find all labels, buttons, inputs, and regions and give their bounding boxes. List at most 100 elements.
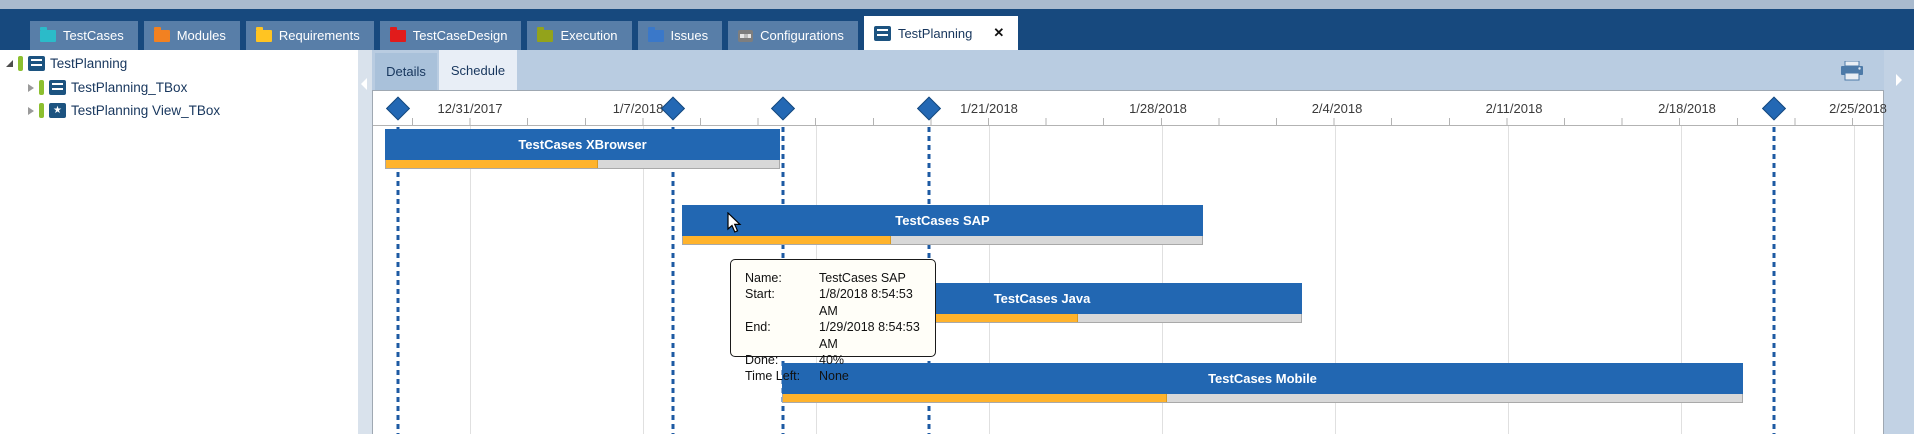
progress-track bbox=[385, 160, 780, 169]
tab-execution[interactable]: Execution bbox=[527, 21, 632, 50]
tab-modules[interactable]: Modules bbox=[143, 21, 240, 50]
tab-label: Configurations bbox=[760, 28, 844, 43]
timeline-date: 2/25/2018 bbox=[1829, 101, 1887, 116]
timeline-date: 1/21/2018 bbox=[960, 101, 1018, 116]
print-icon[interactable] bbox=[1840, 61, 1864, 81]
tab-label: TestCaseDesign bbox=[412, 28, 508, 43]
week-gridline bbox=[1508, 125, 1509, 434]
window-top-strip bbox=[0, 0, 1914, 9]
star-icon: ★ bbox=[49, 103, 66, 118]
tooltip-value: TestCases SAP bbox=[819, 271, 906, 285]
week-gridline bbox=[989, 125, 990, 434]
timeline-date: 12/31/2017 bbox=[437, 101, 503, 116]
progress-fill bbox=[386, 160, 599, 168]
tab-details[interactable]: Details bbox=[375, 53, 437, 90]
milestone-diamond[interactable] bbox=[385, 96, 411, 121]
task-tooltip: Name: TestCases SAP Start: 1/8/2018 8:54… bbox=[730, 259, 936, 383]
milestone-dotted-line bbox=[396, 127, 400, 434]
workspace-tab-bar: TestCases Modules Requirements TestCaseD… bbox=[0, 9, 1914, 50]
tooltip-label: Start: bbox=[745, 287, 775, 302]
close-tab-icon[interactable]: ✕ bbox=[993, 25, 1005, 40]
collapse-right-icon[interactable] bbox=[1896, 74, 1902, 86]
milestone-diamond[interactable] bbox=[770, 96, 796, 121]
tree-item-label: TestPlanning_TBox bbox=[71, 80, 188, 95]
week-gridline bbox=[1681, 125, 1682, 434]
folder-icon-testcasedesign bbox=[389, 26, 406, 42]
tab-label: TestCases bbox=[63, 28, 124, 43]
gantt-bar-label: TestCases XBrowser bbox=[518, 137, 647, 152]
tab-label: TestPlanning bbox=[897, 25, 973, 41]
tooltip-value: None bbox=[819, 369, 849, 384]
gantt-bar-testcases-xbrowser[interactable]: TestCases XBrowser bbox=[385, 129, 780, 160]
timeline-ruler bbox=[373, 125, 1883, 126]
gantt-bar-testcases-sap[interactable]: TestCases SAP bbox=[682, 205, 1203, 236]
milestone-diamond[interactable] bbox=[660, 96, 686, 121]
folder-icon-testcases bbox=[40, 26, 56, 42]
gantt-bar-label: TestCases SAP bbox=[895, 213, 990, 228]
tab-configurations[interactable]: Configurations bbox=[728, 21, 858, 50]
expander-closed-icon[interactable] bbox=[28, 106, 34, 115]
timeline-date: 2/18/2018 bbox=[1658, 101, 1716, 116]
tab-requirements[interactable]: Requirements bbox=[245, 21, 374, 50]
gantt-bar-label: TestCases Java bbox=[993, 291, 1091, 306]
folder-icon-requirements bbox=[255, 26, 272, 42]
tree-item-label: TestPlanning bbox=[50, 56, 128, 71]
tab-testplanning[interactable]: TestPlanning ✕ bbox=[863, 16, 1019, 50]
folder-icon-modules bbox=[153, 26, 170, 42]
progress-track bbox=[682, 236, 1203, 245]
progress-fill bbox=[783, 394, 1167, 402]
tab-label: Execution bbox=[560, 28, 618, 43]
tab-schedule[interactable]: Schedule bbox=[439, 50, 517, 90]
tooltip-label: Name: bbox=[745, 271, 782, 285]
tab-label: Details bbox=[386, 64, 426, 79]
expander-open-icon[interactable] bbox=[6, 60, 13, 67]
tab-label: Schedule bbox=[450, 62, 506, 78]
timeline-date: 2/4/2018 bbox=[1311, 101, 1363, 116]
tab-issues[interactable]: Issues bbox=[637, 21, 723, 50]
timeline-date: 2/11/2018 bbox=[1485, 101, 1543, 116]
tab-testcases[interactable]: TestCases bbox=[30, 21, 138, 50]
progress-track bbox=[782, 394, 1743, 403]
folder-icon-execution bbox=[537, 26, 554, 42]
timeline-date: 1/28/2018 bbox=[1129, 101, 1187, 116]
week-gridline bbox=[470, 125, 471, 434]
gantt-bar-testcases-mobile[interactable]: TestCases Mobile bbox=[782, 363, 1743, 394]
milestone-diamond[interactable] bbox=[916, 96, 942, 121]
collapse-left-icon[interactable] bbox=[361, 78, 367, 90]
tree-item-testplanning-tbox[interactable]: TestPlanning_TBox bbox=[28, 77, 187, 98]
tree-item-testplanning-view-tbox[interactable]: ★ TestPlanning View_TBox bbox=[28, 100, 220, 121]
tooltip-value: 40% bbox=[819, 353, 845, 368]
panel-splitter[interactable] bbox=[358, 50, 372, 434]
project-tree: TestPlanning TestPlanning_TBox ★ TestPla… bbox=[0, 50, 358, 434]
timeline-ticks bbox=[412, 118, 1877, 125]
tooltip-value: 1/29/2018 8:54:53 AM bbox=[819, 320, 920, 351]
tooltip-label: End: bbox=[745, 320, 771, 335]
expander-closed-icon[interactable] bbox=[28, 83, 34, 92]
testplanning-doc-icon bbox=[873, 25, 891, 41]
green-bar-icon bbox=[39, 103, 44, 118]
green-bar-icon bbox=[18, 56, 23, 71]
gantt-bar-label: TestCases Mobile bbox=[1208, 371, 1317, 386]
tooltip-label: Time Left: bbox=[745, 369, 801, 384]
milestone-dotted-line bbox=[1772, 127, 1776, 434]
timeline-date: 1/7/2018 bbox=[612, 101, 664, 116]
mouse-cursor bbox=[727, 212, 742, 233]
tree-item-label: TestPlanning View_TBox bbox=[71, 103, 221, 118]
tab-label: Issues bbox=[670, 28, 709, 43]
tab-testcasedesign[interactable]: TestCaseDesign bbox=[379, 21, 522, 50]
doc-icon bbox=[49, 80, 66, 95]
schedule-tab-strip: Details Schedule bbox=[372, 50, 1914, 90]
tab-label: Modules bbox=[176, 28, 226, 43]
tooltip-label: Done: bbox=[745, 353, 779, 368]
doc-icon bbox=[28, 56, 45, 71]
green-bar-icon bbox=[39, 80, 44, 95]
progress-fill bbox=[683, 236, 891, 244]
milestone-diamond[interactable] bbox=[1761, 96, 1787, 121]
tab-label: Requirements bbox=[278, 28, 360, 43]
tree-item-testplanning[interactable]: TestPlanning bbox=[6, 53, 204, 74]
week-gridline bbox=[1854, 125, 1855, 434]
milestone-dotted-line bbox=[671, 127, 675, 434]
week-gridline bbox=[1335, 125, 1336, 434]
week-gridline bbox=[643, 125, 644, 434]
folder-icon-issues bbox=[647, 26, 664, 42]
